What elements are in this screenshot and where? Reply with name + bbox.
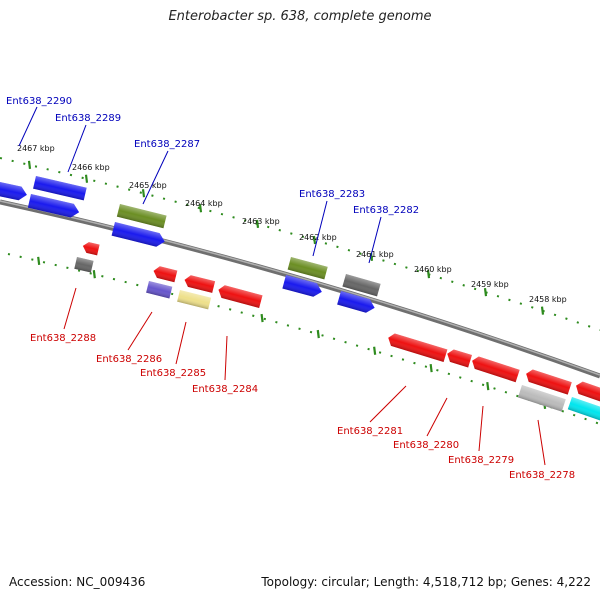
gene-arrow[interactable] [33, 176, 87, 201]
gene-arrow[interactable] [111, 222, 167, 248]
scale-tick [312, 235, 317, 245]
accession-label: Accession: NC_009436 [9, 575, 146, 589]
scale-label: 2461 kbp [356, 250, 394, 259]
gene-arrow[interactable] [152, 265, 178, 283]
gene-box[interactable] [74, 257, 94, 273]
gene-label[interactable]: Ent638_2286 [96, 354, 162, 365]
forward-labels: Ent638_2290 Ent638_2289 Ent638_2287 Ent6… [6, 96, 419, 216]
gene-arrow[interactable] [82, 241, 100, 256]
gene-arrow[interactable] [217, 284, 263, 308]
scale-label: 2467 kbp [17, 144, 55, 153]
gene-label[interactable]: Ent638_2278 [509, 470, 575, 481]
gene-label[interactable]: Ent638_2288 [30, 333, 96, 344]
gene-arrow[interactable] [183, 274, 216, 293]
scale-tick [37, 256, 41, 266]
gene-label[interactable]: Ent638_2289 [55, 113, 121, 124]
gene-box[interactable] [287, 257, 328, 280]
scale-label: 2464 kbp [185, 199, 223, 208]
forward-leader-lines [18, 106, 382, 264]
reverse-genes [74, 241, 600, 421]
gene-arrow[interactable] [386, 332, 448, 362]
gene-box[interactable] [116, 204, 167, 229]
gene-arrow[interactable] [337, 291, 376, 315]
map-title: Enterobacter sp. 638, complete genome [168, 9, 432, 24]
genome-summary: Topology: circular; Length: 4,518,712 bp… [261, 575, 591, 589]
gene-box[interactable] [177, 290, 212, 310]
scale-tick [84, 174, 89, 183]
forward-genes [0, 176, 381, 315]
scale-tick [540, 306, 545, 315]
gene-label[interactable]: Ent638_2290 [6, 96, 72, 107]
inner-scale-ring [7, 253, 600, 425]
gene-label[interactable]: Ent638_2285 [140, 368, 206, 379]
gene-box[interactable] [146, 281, 173, 299]
scale-tick [483, 287, 488, 297]
scale-label: 2463 kbp [242, 217, 280, 226]
scale-tick [426, 270, 431, 279]
scale-tick [198, 204, 203, 213]
scale-tick [92, 270, 96, 279]
gene-label[interactable]: Ent638_2283 [299, 189, 365, 200]
gene-box[interactable] [567, 397, 600, 421]
reverse-labels: Ent638_2288 Ent638_2286 Ent638_2285 Ent6… [30, 333, 575, 481]
scale-label: 2459 kbp [471, 280, 509, 289]
gene-label[interactable]: Ent638_2280 [393, 440, 459, 451]
scale-tick [255, 219, 260, 228]
gene-box[interactable] [517, 385, 566, 412]
gene-arrow[interactable] [574, 380, 600, 403]
scale-label: 2458 kbp [529, 295, 567, 304]
gene-label[interactable]: Ent638_2284 [192, 384, 258, 395]
gene-arrow[interactable] [282, 275, 323, 299]
scale-tick [260, 313, 264, 323]
scale-tick [429, 363, 433, 373]
gene-arrow[interactable] [470, 355, 520, 383]
gene-arrow[interactable] [27, 194, 81, 219]
scale-label: 2465 kbp [129, 181, 167, 190]
gene-box[interactable] [342, 274, 381, 297]
gene-label[interactable]: Ent638_2282 [353, 205, 419, 216]
scale-tick [316, 329, 320, 339]
scale-tick [141, 189, 146, 198]
gene-label[interactable]: Ent638_2281 [337, 426, 403, 437]
outer-major-ticks [27, 160, 545, 315]
scale-label: 2466 kbp [72, 163, 110, 172]
scale-tick [373, 346, 377, 355]
scale-tick [486, 382, 490, 391]
scale-tick [27, 160, 32, 169]
gene-arrow[interactable] [0, 179, 28, 202]
reverse-leader-lines [63, 287, 546, 466]
gene-label[interactable]: Ent638_2279 [448, 455, 514, 466]
gene-label[interactable]: Ent638_2287 [134, 139, 200, 150]
gene-arrow[interactable] [524, 368, 572, 395]
scale-label: 2460 kbp [414, 265, 452, 274]
gene-arrow[interactable] [445, 348, 472, 368]
genome-backbone [0, 199, 600, 379]
